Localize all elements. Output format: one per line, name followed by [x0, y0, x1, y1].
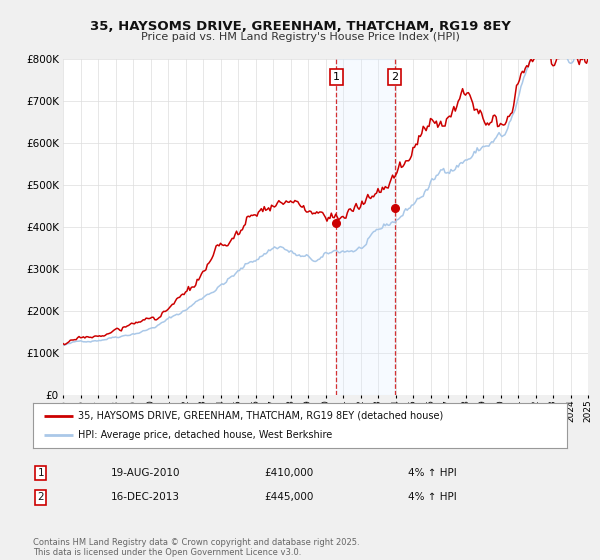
Text: 35, HAYSOMS DRIVE, GREENHAM, THATCHAM, RG19 8EY (detached house): 35, HAYSOMS DRIVE, GREENHAM, THATCHAM, R…: [79, 410, 443, 421]
Text: 4% ↑ HPI: 4% ↑ HPI: [408, 492, 457, 502]
Text: 2: 2: [37, 492, 44, 502]
Bar: [337, 59, 395, 395]
Text: 4% ↑ HPI: 4% ↑ HPI: [408, 468, 457, 478]
Text: HPI: Average price, detached house, West Berkshire: HPI: Average price, detached house, West…: [79, 431, 332, 441]
Text: £445,000: £445,000: [264, 492, 313, 502]
Text: 2: 2: [391, 72, 398, 82]
Text: Price paid vs. HM Land Registry's House Price Index (HPI): Price paid vs. HM Land Registry's House …: [140, 32, 460, 43]
Text: 35, HAYSOMS DRIVE, GREENHAM, THATCHAM, RG19 8EY: 35, HAYSOMS DRIVE, GREENHAM, THATCHAM, R…: [89, 20, 511, 32]
Text: 1: 1: [333, 72, 340, 82]
Text: 19-AUG-2010: 19-AUG-2010: [111, 468, 181, 478]
Text: £410,000: £410,000: [264, 468, 313, 478]
Text: Contains HM Land Registry data © Crown copyright and database right 2025.
This d: Contains HM Land Registry data © Crown c…: [33, 538, 359, 557]
Text: 16-DEC-2013: 16-DEC-2013: [111, 492, 180, 502]
Text: 1: 1: [37, 468, 44, 478]
